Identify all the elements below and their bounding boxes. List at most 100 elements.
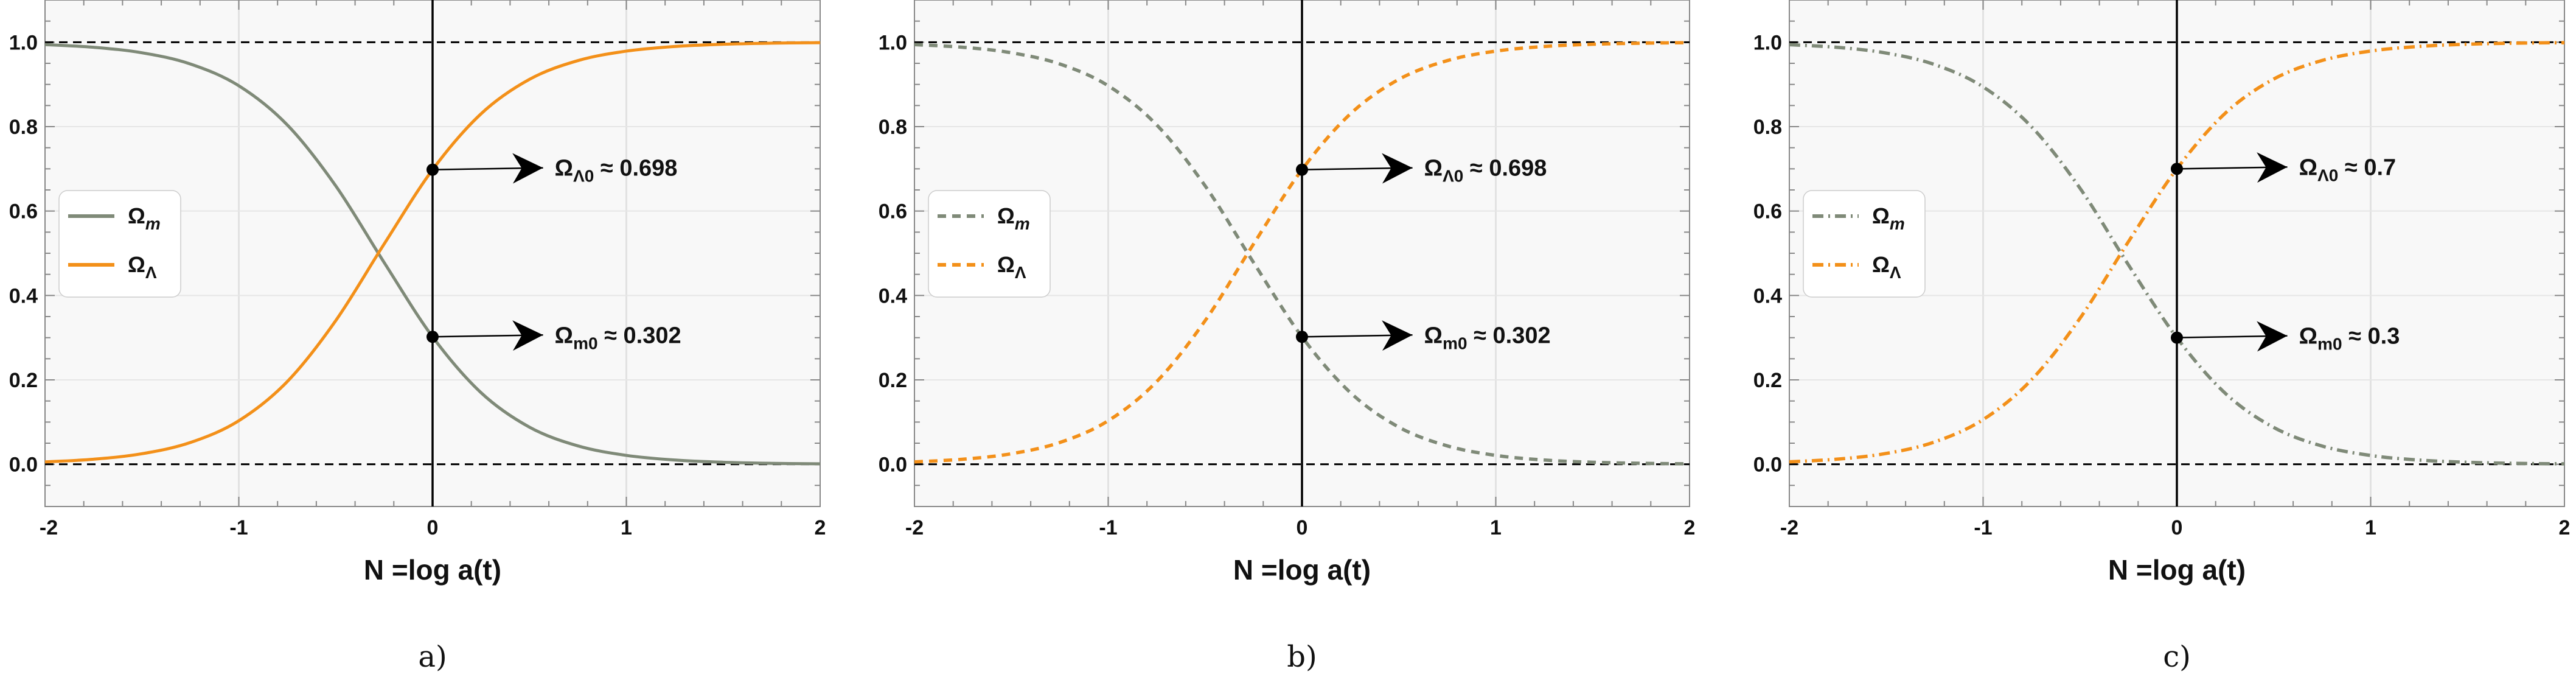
legend-label: Ωm bbox=[128, 203, 161, 233]
annotation-label: Ωm0 ≈ 0.3 bbox=[2299, 324, 2400, 354]
x-tick-label: 0 bbox=[2171, 516, 2183, 539]
annotation-value: ≈ 0.302 bbox=[598, 323, 681, 348]
annotation-arrow bbox=[432, 320, 543, 351]
x-tick-label: -1 bbox=[1099, 516, 1117, 539]
y-tick-label: 0.8 bbox=[879, 116, 907, 139]
y-tick-label: 0.4 bbox=[1753, 284, 1782, 307]
x-tick-label: -1 bbox=[1974, 516, 1992, 539]
annotation-symbol: Ω bbox=[555, 323, 573, 348]
legend-subscript: Λ bbox=[1015, 263, 1026, 282]
panel-label: c) bbox=[2163, 640, 2191, 674]
y-tick-label: 0.6 bbox=[1753, 200, 1782, 223]
annotation-value: ≈ 0.7 bbox=[2338, 155, 2396, 180]
y-tick-label: 1.0 bbox=[9, 31, 38, 54]
series-line-omega-lambda bbox=[914, 41, 1690, 464]
x-tick-label: 2 bbox=[1684, 516, 1696, 539]
series-line-omega-lambda bbox=[1789, 41, 2565, 464]
annotation-label: ΩΛ0 ≈ 0.698 bbox=[555, 156, 678, 186]
x-tick-label: 0 bbox=[1297, 516, 1308, 539]
annotation-label: Ωm0 ≈ 0.302 bbox=[555, 323, 681, 352]
annotation-arrow bbox=[2176, 152, 2288, 183]
legend-symbol: Ω bbox=[128, 203, 145, 228]
legend-subscript: Λ bbox=[1890, 263, 1901, 282]
y-tick-label: 0.4 bbox=[9, 284, 38, 307]
annotation-arrow bbox=[2176, 321, 2288, 352]
y-tick-label: 0.2 bbox=[9, 369, 38, 392]
y-tick-label: 0.0 bbox=[1753, 454, 1782, 477]
series-line-omega-m bbox=[1789, 43, 2565, 466]
y-tick-label: 1.0 bbox=[879, 31, 907, 54]
annotation-point bbox=[426, 163, 439, 176]
legend-symbol: Ω bbox=[1872, 203, 1890, 228]
x-tick-label: 1 bbox=[1490, 516, 1502, 539]
x-axis-label: N =log a(t) bbox=[2108, 554, 2246, 586]
annotation-symbol: Ω bbox=[2299, 324, 2317, 349]
annotation-symbol: Ω bbox=[1424, 323, 1443, 348]
panel-label: a) bbox=[418, 640, 447, 674]
annotation-point bbox=[426, 331, 439, 343]
y-tick-label: 0.2 bbox=[1753, 369, 1782, 392]
x-tick-label: 1 bbox=[2365, 516, 2376, 539]
x-tick-label: 2 bbox=[2559, 516, 2571, 539]
annotation-subscript: Λ0 bbox=[2317, 166, 2338, 184]
panel-c: -2 -1 0 1 2 0.0 0.2 0.4 0.6 0.8 1.0 ΩΛ0 ≈ 0.7 Ωm0 ≈ … bbox=[1744, 0, 2576, 680]
x-tick-label: 2 bbox=[815, 516, 826, 539]
y-tick-label: 0.6 bbox=[9, 200, 38, 223]
annotation-symbol: Ω bbox=[2299, 155, 2317, 180]
legend-subscript: m bbox=[145, 214, 161, 233]
legend-subscript: m bbox=[1890, 214, 1905, 233]
x-tick-label: 1 bbox=[621, 516, 632, 539]
legend-label: Ωm bbox=[997, 203, 1030, 233]
series-line-omega-m bbox=[914, 43, 1690, 466]
y-tick-label: 0.0 bbox=[879, 454, 907, 477]
legend-symbol: Ω bbox=[1872, 252, 1890, 277]
x-tick-label: -1 bbox=[229, 516, 248, 539]
legend-symbol: Ω bbox=[128, 252, 145, 277]
legend-subscript: m bbox=[1015, 214, 1030, 233]
annotation-value: ≈ 0.698 bbox=[594, 156, 677, 181]
annotation-label: ΩΛ0 ≈ 0.7 bbox=[2299, 155, 2397, 184]
annotation-point bbox=[1296, 163, 1308, 176]
legend-box bbox=[58, 190, 181, 298]
annotation-arrow bbox=[1301, 320, 1413, 351]
annotation-arrow bbox=[1301, 153, 1413, 184]
y-tick-label: 0.6 bbox=[879, 200, 907, 223]
annotation-subscript: Λ0 bbox=[573, 167, 594, 186]
annotation-subscript: m0 bbox=[573, 334, 597, 352]
legend-label: ΩΛ bbox=[1872, 252, 1901, 282]
y-tick-label: 0.8 bbox=[9, 116, 38, 139]
x-tick-label: 0 bbox=[427, 516, 439, 539]
annotation-point bbox=[2171, 163, 2183, 175]
annotation-point bbox=[1296, 331, 1308, 343]
legend-symbol: Ω bbox=[997, 203, 1015, 228]
annotation-symbol: Ω bbox=[1424, 156, 1443, 181]
y-tick-label: 0.0 bbox=[9, 454, 38, 477]
x-tick-label: -2 bbox=[905, 516, 924, 539]
panel-a: -2 -1 0 1 2 0.0 0.2 0.4 0.6 0.8 1.0 ΩΛ0 ≈ 0.698 Ωm0 … bbox=[0, 0, 852, 680]
y-tick-label: 0.4 bbox=[879, 284, 907, 307]
y-tick-label: 0.2 bbox=[879, 369, 907, 392]
series-line-omega-m bbox=[44, 43, 821, 466]
annotation-value: ≈ 0.3 bbox=[2342, 324, 2400, 349]
x-tick-label: -2 bbox=[1780, 516, 1798, 539]
legend-symbol: Ω bbox=[997, 252, 1015, 277]
legend-label: ΩΛ bbox=[997, 252, 1026, 282]
annotation-subscript: Λ0 bbox=[1443, 167, 1463, 186]
annotation-subscript: m0 bbox=[2317, 335, 2342, 354]
legend-box bbox=[1803, 190, 1926, 298]
x-axis-label: N =log a(t) bbox=[1233, 554, 1371, 586]
legend-label: Ωm bbox=[1872, 203, 1905, 233]
legend-label: ΩΛ bbox=[128, 252, 157, 282]
panel-b: -2 -1 0 1 2 0.0 0.2 0.4 0.6 0.8 1.0 ΩΛ0 ≈ 0.698 Ωm0 … bbox=[869, 0, 1721, 680]
annotation-arrow bbox=[432, 153, 543, 184]
series-line-omega-lambda bbox=[44, 41, 821, 464]
annotation-symbol: Ω bbox=[555, 156, 573, 181]
annotation-value: ≈ 0.302 bbox=[1467, 323, 1551, 348]
y-tick-label: 1.0 bbox=[1753, 31, 1782, 54]
x-tick-label: -2 bbox=[40, 516, 58, 539]
